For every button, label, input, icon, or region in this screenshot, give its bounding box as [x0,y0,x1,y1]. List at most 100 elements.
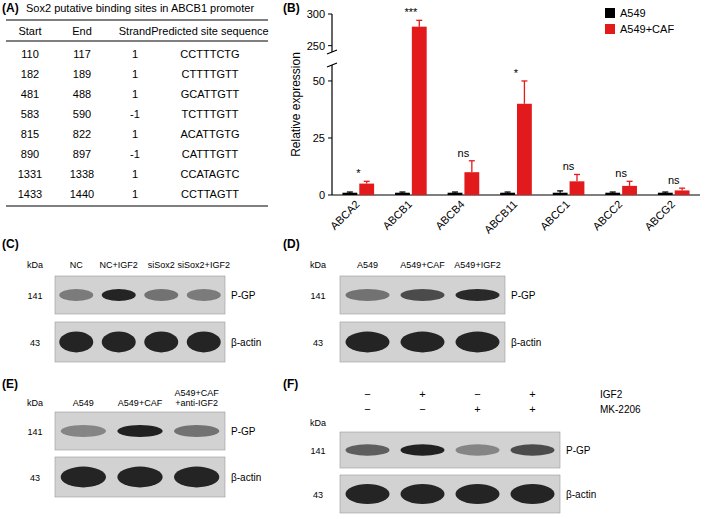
condition-sign: − [474,388,480,400]
condition-sign: + [419,388,425,400]
cell: CCTTTCTG [180,48,239,60]
cell: CTTTTGTT [182,68,239,80]
blot-panel: (E)A549A549+CAFA549+CAF+anti-IGF2kDa141P… [2,377,261,497]
bar [359,184,374,195]
lane-label: NC+IGF2 [100,260,138,270]
column-header: Strand [119,25,151,37]
bar [464,172,479,195]
band-name: P-GP [566,445,591,456]
column-header: End [72,25,92,37]
panel-label: (D) [283,237,300,251]
lane-label: NC [70,260,83,270]
y-tick [328,195,332,196]
significance: * [356,167,361,179]
cell: 481 [21,88,39,100]
band [187,332,221,353]
legend-swatch [605,8,615,18]
band-name: β-actin [566,489,596,500]
rule [6,205,268,206]
panel-label: (C) [2,237,19,251]
bar [570,181,585,195]
bar [517,104,532,195]
cell: 1440 [70,188,94,200]
x-tick-label: ABCB11 [482,198,520,236]
unit-label: kDa [310,260,326,270]
x-tick-label: ABCC1 [538,198,572,232]
table-title: Sox2 putative binding sites in ABCB1 pro… [26,2,254,14]
size-label: 141 [27,427,42,437]
cell: 110 [21,48,39,60]
blot-membrane [55,412,225,450]
lane-label: siSox2+IGF2 [178,260,230,270]
condition-name: MK-2206 [600,404,641,415]
panel-label: (E) [2,377,18,391]
panel-label: (B) [283,1,300,15]
band [456,332,500,353]
lane-label: siSox2 [148,260,175,270]
blot-membrane [340,276,505,314]
lane-label: A549+CAF [400,260,445,270]
y-axis-label: Relative expression [289,52,303,157]
bar [395,193,410,195]
column-header: Predicted site sequence [151,25,268,37]
y-axis [331,65,332,195]
y-axis [331,14,332,52]
cell: ACATTGTG [180,128,239,140]
significance: *** [404,6,418,18]
condition-sign: − [419,403,425,415]
axis-break [327,50,337,54]
band-name: P-GP [231,290,256,301]
significance: * [514,67,519,79]
panel-label: (A) [2,1,19,15]
error-cap [627,181,633,182]
bar [622,186,637,195]
lane-label: A549+CAF [118,398,163,408]
size-label: 141 [310,446,325,456]
bar [658,193,673,195]
cell: 1 [132,188,138,200]
band [401,289,445,301]
lane-label: A549+IGF2 [454,260,500,270]
blot-panel: (F)−+−+IGF2−−++MK-2206kDa141P-GP43β-acti… [283,377,641,513]
size-label: 43 [313,490,323,500]
blot-membrane [55,457,225,497]
cell: 117 [73,48,91,60]
band [511,444,555,456]
rule [6,19,268,20]
cell: 590 [73,108,91,120]
error-cap [521,80,527,81]
error-bar [419,20,420,26]
x-axis [332,194,700,195]
cell: 1 [132,68,138,80]
cell: 189 [73,68,91,80]
error-cap [574,174,580,175]
unit-label: kDa [310,418,326,428]
x-tick-label: ABCB4 [433,198,467,232]
band-name: P-GP [511,290,536,301]
condition-sign: − [364,388,370,400]
cell: 822 [73,128,91,140]
cell: TCTTTGTT [182,108,239,120]
legend-label: A549+CAF [620,23,674,35]
condition-sign: + [529,403,535,415]
cell: 1 [132,168,138,180]
y-tick [328,45,332,46]
cell: 1 [132,48,138,60]
cell: CCATAGTC [181,168,240,180]
figure: (A) Sox2 putative binding sites in ABCB1 … [0,0,709,519]
bar [342,193,357,195]
cell: 815 [21,128,39,140]
bar [675,190,690,195]
y-tick-label: 25 [313,132,325,144]
error-cap [505,191,511,192]
size-label: 43 [30,338,40,348]
significance: ns [563,160,575,172]
cell: -1 [130,148,140,160]
y-tick-label: 50 [313,75,325,87]
band [61,467,106,488]
band [511,484,555,504]
x-tick-label: ABCB1 [380,198,414,232]
band-name: β-actin [231,337,261,348]
band-name: β-actin [231,472,261,483]
y-tick [328,137,332,138]
